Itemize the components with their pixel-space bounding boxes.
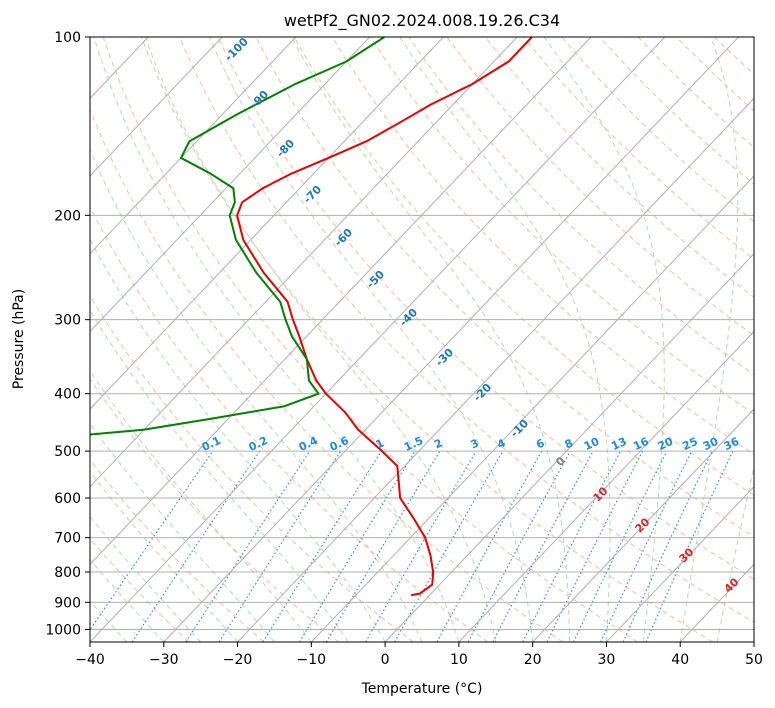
y-axis: 100 200 300 400 500 600 700 800 900 1000 (45, 30, 90, 638)
y-tick-label: 900 (54, 595, 81, 611)
y-tick-label: 100 (54, 30, 81, 46)
y-tick-label: 700 (54, 531, 81, 547)
x-tick-label: −30 (149, 652, 179, 668)
mixing-ratio-line (262, 450, 382, 642)
profiles (90, 37, 533, 597)
isotherm (90, 37, 444, 410)
mixing-ratio-label: 36 (722, 435, 742, 453)
mixing-ratio-line (185, 450, 311, 642)
dry-adiabat (370, 37, 754, 415)
y-tick-label: 300 (54, 313, 81, 329)
x-tick-label: 50 (745, 652, 763, 668)
moist-adiabat (753, 639, 754, 642)
moist-adiabat (291, 37, 571, 642)
x-tick-label: 20 (524, 652, 542, 668)
x-tick-label: −40 (75, 652, 105, 668)
dry-adiabat (752, 37, 754, 39)
dry-adiabat (217, 37, 754, 580)
dry-adiabat (408, 37, 754, 376)
moist-adiabat (90, 238, 386, 642)
isotherm (90, 37, 371, 333)
isotherm (90, 37, 518, 488)
dry-adiabat (90, 108, 564, 642)
dry-adiabat (90, 459, 265, 642)
isotherm (458, 330, 754, 642)
plot-area (90, 37, 754, 642)
moist-adiabat (208, 37, 534, 642)
mixing-ratio-line (467, 450, 571, 642)
plot-frame (89, 36, 755, 643)
mixing-ratio-label: 30 (701, 435, 721, 453)
x-tick-label: −20 (223, 652, 253, 668)
x-tick-label: 0 (381, 652, 390, 668)
mixing-ratio-label: 25 (680, 435, 699, 453)
isotherm (532, 408, 754, 642)
isotherm (310, 175, 754, 642)
isotherm (90, 37, 592, 566)
x-tick-label: 10 (450, 652, 468, 668)
mixing-ratio-line (218, 450, 342, 642)
moist-adiabat (90, 558, 165, 642)
isotherm (753, 641, 754, 642)
moist-adiabat (399, 37, 611, 642)
y-tick-label: 200 (54, 208, 81, 224)
moist-adiabat (90, 470, 238, 642)
isotherm (0, 37, 1, 642)
moist-adiabat (90, 148, 423, 642)
mixing-ratio-line (436, 450, 543, 642)
dry-adiabat (90, 205, 489, 642)
isotherm (90, 37, 666, 642)
pressure-gridlines (90, 37, 754, 630)
x-tick-label: 30 (598, 652, 616, 668)
dewpoint-profile (90, 37, 385, 436)
moist-adiabat (90, 515, 202, 642)
isotherms (0, 37, 754, 642)
mixing-ratio-line (90, 450, 214, 631)
mixing-ratio-label: 13 (609, 435, 628, 453)
moist-adiabat (90, 309, 349, 642)
y-tick-label: 400 (54, 387, 81, 403)
y-tick-label: 600 (54, 491, 81, 507)
dry-adiabat (293, 37, 754, 496)
plot-content (0, 37, 754, 642)
y-tick-label: 800 (54, 565, 81, 581)
mixing-ratio-label: 20 (656, 435, 676, 453)
moist-adiabat (543, 37, 665, 642)
isotherm (384, 252, 754, 642)
isotherm (90, 37, 297, 255)
x-axis-title: Temperature (°C) (361, 681, 483, 697)
mixing-ratio-line (394, 450, 504, 642)
temperature-profile (236, 37, 533, 597)
y-axis-title: Pressure (hPa) (11, 289, 27, 389)
x-tick-label: 40 (671, 652, 689, 668)
mixing-ratio-label: 16 (631, 435, 651, 453)
isotherm (237, 97, 754, 642)
isotherm (606, 485, 754, 642)
moist-adiabat (93, 37, 460, 642)
dry-adiabat (102, 37, 639, 642)
x-axis: −40 −30 −20 −10 0 10 20 30 40 50 (75, 642, 763, 668)
isotherm (163, 37, 739, 642)
isotherm (90, 37, 223, 177)
mixing-ratio-line (299, 450, 416, 642)
dry-adiabat (179, 37, 754, 623)
chart-title: wetPf2_GN02.2024.008.19.26.C34 (284, 11, 560, 31)
mixing-ratio-label: 10 (582, 435, 602, 453)
y-tick-label: 500 (54, 444, 81, 460)
dry-adiabats (90, 37, 754, 642)
moist-adiabat (90, 422, 275, 642)
moist-adiabat (144, 37, 497, 642)
dry-adiabat (140, 37, 713, 642)
x-tick-label: −10 (297, 652, 327, 668)
y-tick-label: 1000 (45, 622, 81, 638)
mixing-ratio-line (546, 450, 644, 642)
dry-adiabat (484, 37, 754, 298)
